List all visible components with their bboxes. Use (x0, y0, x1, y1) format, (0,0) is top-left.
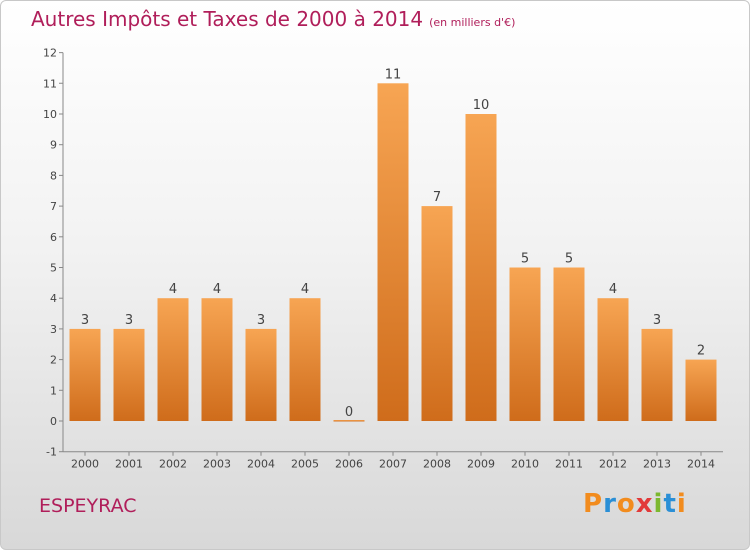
x-tick-label-2003: 2003 (203, 458, 231, 471)
bar-2003 (201, 298, 233, 421)
y-tick-label: 3 (50, 323, 57, 336)
y-tick-label: 5 (50, 262, 57, 275)
y-tick-label: 8 (50, 169, 57, 182)
y-tick-label: 4 (50, 292, 57, 305)
y-tick-label: 6 (50, 231, 57, 244)
y-tick-label: 0 (50, 415, 57, 428)
logo-letter: o (616, 489, 636, 519)
data-labels: 3 3 4 4 3 4 0 11 7 10 5 5 4 3 2 (81, 67, 705, 420)
chart-title-text: Autres Impôts et Taxes de 2000 à 2014 (31, 7, 424, 31)
y-tick-label: -1 (46, 446, 57, 459)
data-label-2008: 7 (433, 190, 441, 205)
x-tick-label-2012: 2012 (599, 458, 627, 471)
data-label-2009: 10 (473, 98, 490, 113)
data-label-2005: 4 (301, 282, 309, 297)
bar-2010 (509, 267, 541, 421)
x-tick-label-2005: 2005 (291, 458, 319, 471)
logo-letter: r (603, 489, 617, 519)
y-tick-label: 9 (50, 139, 57, 152)
logo-letter: x (635, 489, 654, 519)
logo-letter: P (583, 489, 604, 519)
bar-2007 (377, 83, 409, 422)
data-label-2000: 3 (81, 313, 89, 328)
x-tick-label-2010: 2010 (511, 458, 539, 471)
bars (69, 83, 717, 422)
bar-2012 (597, 298, 629, 421)
data-label-2006: 0 (345, 405, 353, 420)
y-tick-label: 10 (43, 108, 57, 121)
x-tick-label-2008: 2008 (423, 458, 451, 471)
bar-2005 (289, 298, 321, 421)
bar-2009 (465, 114, 497, 421)
data-label-2013: 3 (653, 313, 661, 328)
y-tick-label: 2 (50, 354, 57, 367)
commune-name: ESPEYRAC (39, 495, 137, 517)
data-label-2003: 4 (213, 282, 221, 297)
logo-letter: t (663, 489, 677, 519)
y-tick-label: 12 (43, 47, 57, 60)
x-tick-label-2006: 2006 (335, 458, 363, 471)
x-tick-label-2004: 2004 (247, 458, 275, 471)
y-tick-label: 11 (43, 77, 57, 90)
x-tick-label-2001: 2001 (115, 458, 143, 471)
x-tick-label-2011: 2011 (555, 458, 583, 471)
logo-letter: i (653, 489, 664, 519)
data-label-2012: 4 (609, 282, 617, 297)
bar-2000 (69, 328, 101, 421)
logo-letter: i (676, 489, 687, 519)
data-label-2004: 3 (257, 313, 265, 328)
x-tick-label-2014: 2014 (687, 458, 715, 471)
x-tick-label-2000: 2000 (71, 458, 99, 471)
x-tick-label-2009: 2009 (467, 458, 495, 471)
data-label-2001: 3 (125, 313, 133, 328)
bar-2013 (641, 328, 673, 421)
x-tick-label-2002: 2002 (159, 458, 187, 471)
proxiti-logo: Proxiti (583, 489, 687, 519)
x-tick-label-2013: 2013 (643, 458, 671, 471)
data-label-2002: 4 (169, 282, 177, 297)
chart-subtitle: (en milliers d'€) (429, 16, 516, 29)
bar-2011 (553, 267, 585, 421)
data-label-2010: 5 (521, 252, 529, 267)
data-label-2014: 2 (697, 344, 705, 359)
bar-2006 (333, 420, 365, 422)
data-label-2011: 5 (565, 252, 573, 267)
bar-2004 (245, 328, 277, 421)
y-tick-label: 7 (50, 200, 57, 213)
bar-2002 (157, 298, 189, 421)
bar-2014 (685, 359, 717, 421)
bar-2001 (113, 328, 145, 421)
x-tick-label-2007: 2007 (379, 458, 407, 471)
data-label-2007: 11 (385, 67, 402, 82)
chart-title: Autres Impôts et Taxes de 2000 à 2014 (en… (31, 7, 515, 31)
y-tick-label: 1 (50, 384, 57, 397)
bar-2008 (421, 206, 453, 421)
